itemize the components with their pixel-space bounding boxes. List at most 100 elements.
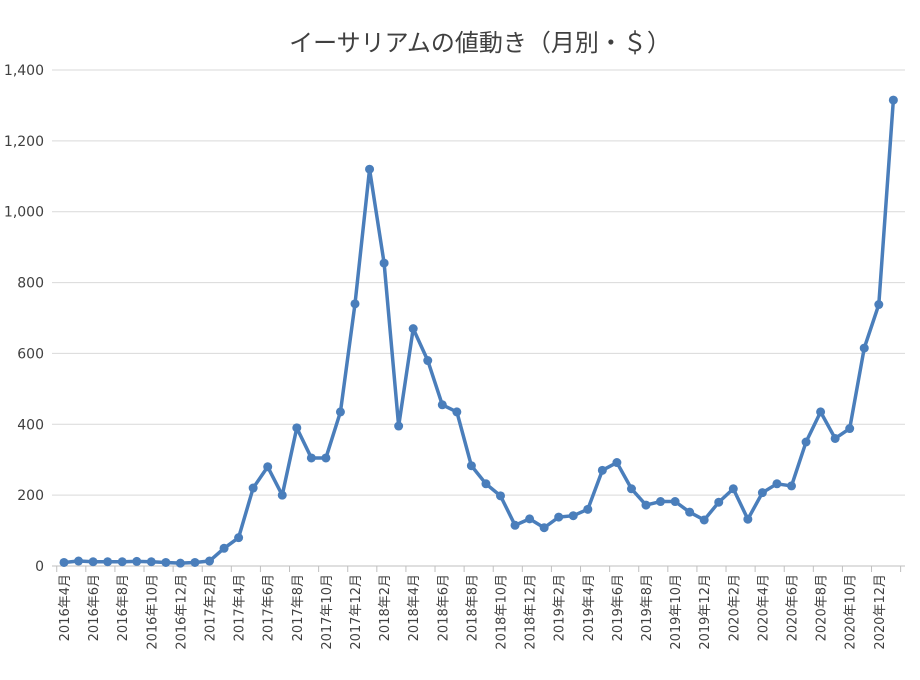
y-tick-label: 0 [35,559,44,575]
x-tick-label: 2017年12月 [349,574,364,650]
data-point [496,491,505,501]
data-point [641,500,651,510]
data-point [816,407,826,417]
data-point [423,356,433,366]
data-point [379,258,389,268]
data-point [437,400,447,410]
data-point [874,300,884,310]
data-point [685,507,695,517]
y-tick-label: 1,000 [4,205,44,221]
x-tick-label: 2016年12月 [174,574,189,650]
data-point [452,407,462,417]
y-tick-label: 1,400 [4,63,44,79]
x-tick-label: 2019年4月 [582,574,597,641]
x-tick-label: 2017年10月 [320,574,335,650]
x-tick-label: 2020年8月 [815,574,830,641]
data-point [830,433,840,443]
y-axis-tick-labels: 0 200 400 600 800 1,000 1,200 1,400 [4,63,44,575]
data-point [365,164,375,174]
x-tick-label: 2019年8月 [640,574,655,641]
data-point [888,95,898,105]
data-point [335,407,345,417]
data-point [583,504,593,514]
x-tick-label: 2017年4月 [233,574,248,641]
x-tick-label: 2017年8月 [291,574,306,641]
x-tick-label: 2020年2月 [727,574,742,641]
data-point [263,462,273,472]
data-point [292,423,302,433]
x-tick-label: 2020年6月 [786,574,801,641]
data-point [539,523,549,533]
data-point [103,557,113,567]
data-point [787,481,796,491]
data-point [277,490,287,500]
data-point [219,543,229,553]
data-point [801,437,811,447]
data-point [626,484,636,494]
x-axis: 2016年4月 2016年6月 2016年8月 2016年10月 2016年12月 201… [52,565,905,650]
data-point [699,515,709,525]
x-tick-label: 2020年4月 [756,574,771,641]
x-tick-label: 2020年12月 [873,574,888,650]
x-tick-label: 2017年6月 [262,574,277,641]
data-point [59,557,69,567]
x-tick-label: 2016年6月 [87,574,102,641]
x-tick-label: 2020年10月 [844,574,859,650]
x-tick-label: 2019年10月 [669,574,684,650]
data-point [190,557,200,567]
y-tick-label: 600 [17,346,44,362]
series-layer [59,95,898,568]
x-tick-label: 2019年12月 [698,574,713,650]
data-point [88,557,98,567]
x-tick-label: 2016年4月 [58,574,73,641]
data-point [350,299,360,309]
data-point [714,497,724,507]
data-point [132,556,142,566]
data-point [597,465,607,475]
x-tick-label: 2016年10月 [145,574,160,650]
data-point [248,483,258,493]
data-point [321,453,331,463]
data-point [554,512,564,522]
data-point [656,497,666,507]
data-point [859,343,869,353]
y-tick-label: 200 [17,488,44,504]
x-tick-label: 2019年6月 [611,574,626,641]
data-point [466,461,476,471]
x-tick-label: 2018年6月 [436,574,451,641]
x-tick-label: 2016年8月 [116,574,131,641]
data-point [394,421,404,431]
data-point [408,324,418,334]
data-point [525,514,535,524]
gridlines [52,69,905,496]
data-point [306,453,316,463]
data-point [757,488,767,498]
x-tick-label: 2018年12月 [524,574,539,650]
data-point [161,557,171,567]
y-tick-label: 800 [17,276,44,292]
x-tick-label: 2018年2月 [378,574,393,641]
x-tick-label: 2018年10月 [495,574,510,650]
data-point [845,424,855,434]
data-point [146,557,156,567]
chart-title: イーサリアムの値動き（月別・＄） [289,29,671,57]
x-tick-label: 2019年2月 [553,574,568,641]
y-tick-label: 400 [17,417,44,433]
data-point [510,520,520,530]
data-point [74,556,84,566]
data-point [612,458,622,468]
x-tick-label: 2017年2月 [204,574,219,641]
data-point [670,497,680,507]
x-tick-label: 2018年4月 [407,574,422,641]
data-point [728,484,738,494]
data-point [117,557,127,567]
data-point [205,556,214,566]
x-tick-label: 2018年8月 [465,574,480,641]
data-point [743,514,753,524]
data-point [568,511,578,521]
data-point [772,479,782,489]
data-point [175,558,185,568]
y-tick-label: 1,200 [4,134,44,150]
data-point [234,533,244,543]
